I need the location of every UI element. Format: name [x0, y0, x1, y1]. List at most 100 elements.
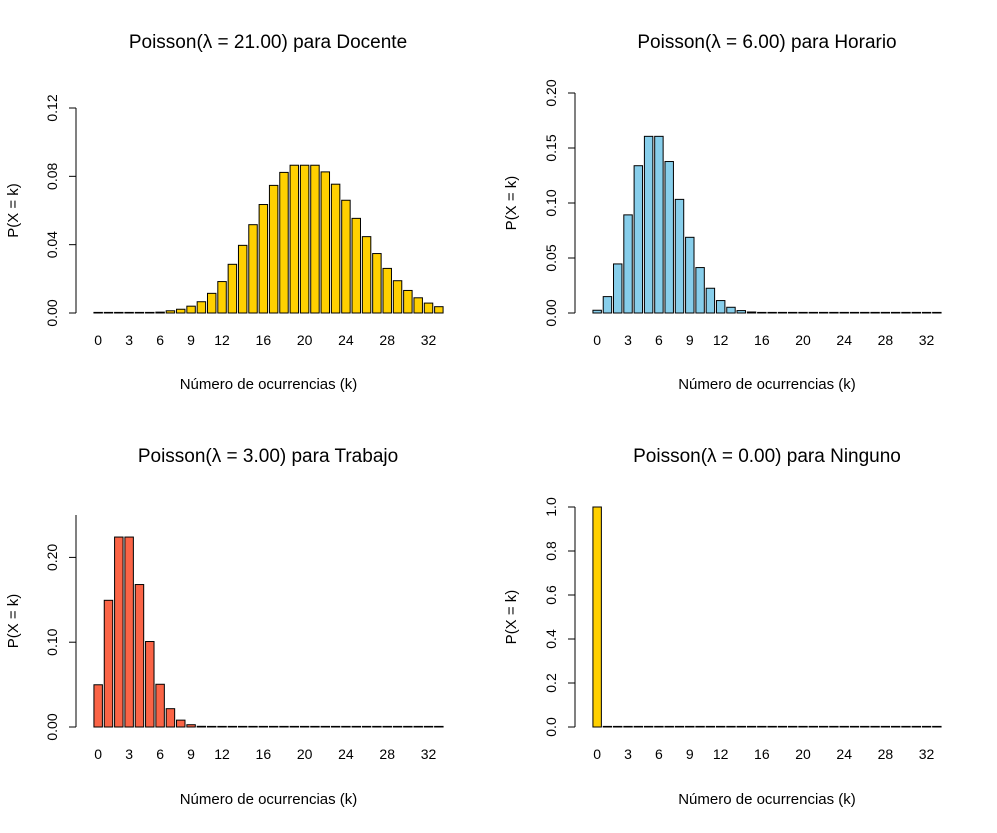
bar-k-20	[798, 725, 808, 728]
bar-k-18	[777, 311, 788, 314]
x-tick-label: 3	[125, 332, 133, 348]
bar-k-12	[217, 725, 227, 728]
y-tick-label: 0.12	[44, 94, 60, 121]
bar-k-22	[818, 725, 829, 728]
bar-k-8	[176, 719, 186, 728]
bar-k-12	[715, 300, 726, 314]
bar-k-32	[921, 311, 932, 314]
bar-k-23	[330, 183, 341, 314]
bar-k-6	[654, 725, 664, 728]
y-tick-label: 0.20	[44, 544, 60, 571]
chart-title: Poisson(λ = 21.00) para Docente	[129, 32, 407, 53]
bar-k-29	[890, 725, 901, 728]
bar-k-9	[186, 724, 196, 728]
bar-k-32	[423, 302, 434, 314]
y-tick-label: 0.04	[44, 231, 60, 258]
bar-k-7	[664, 725, 674, 728]
x-tick-label: 28	[878, 332, 894, 348]
bar-k-9	[685, 236, 695, 314]
bar-k-12	[217, 281, 227, 314]
y-tick-label: 0.20	[543, 79, 559, 106]
bar-k-13	[227, 725, 238, 728]
bar-k-27	[372, 253, 382, 314]
bar-k-17	[767, 311, 777, 314]
bar-k-23	[829, 725, 839, 728]
x-tick-label: 0	[593, 746, 601, 762]
chart-title: Poisson(λ = 6.00) para Horario	[637, 32, 896, 53]
bar-k-10	[196, 301, 207, 314]
bar-k-10	[196, 725, 207, 728]
bar-k-30	[901, 725, 911, 728]
bar-k-3	[623, 214, 633, 314]
bar-k-1	[103, 599, 114, 728]
x-tick-label: 12	[713, 746, 729, 762]
bar-k-18	[777, 725, 788, 728]
bar-k-14	[237, 244, 248, 314]
x-tick-label: 20	[795, 746, 811, 762]
bar-k-4	[633, 725, 644, 728]
bar-k-15	[746, 311, 757, 314]
bar-k-5	[643, 725, 654, 728]
bar-k-13	[726, 725, 736, 728]
bar-k-7	[165, 708, 176, 728]
bar-k-25	[351, 217, 361, 314]
bar-k-26	[361, 236, 372, 314]
y-axis-label: P(X = k)	[503, 176, 520, 231]
y-tick-label: 0.00	[44, 713, 60, 740]
bar-k-22	[320, 725, 331, 728]
bar-k-30	[901, 311, 911, 314]
bar-k-21	[310, 164, 320, 314]
bar-k-17	[268, 184, 279, 314]
bar-k-25	[849, 311, 860, 314]
bar-k-21	[310, 725, 320, 728]
bar-k-29	[392, 280, 403, 314]
bar-k-14	[736, 310, 746, 314]
bar-k-15	[248, 725, 258, 728]
x-axis-label: Número de ocurrencias (k)	[678, 791, 856, 808]
x-tick-label: 3	[125, 746, 133, 762]
bar-k-5	[145, 641, 155, 728]
bar-k-27	[372, 725, 382, 728]
bar-k-3	[623, 725, 633, 728]
bar-k-4	[134, 584, 145, 728]
x-tick-label: 28	[878, 746, 894, 762]
bar-k-27	[870, 311, 880, 314]
bar-k-0	[592, 309, 602, 314]
bar-k-18	[279, 171, 289, 314]
bar-k-13	[227, 263, 238, 314]
bar-k-32	[921, 725, 932, 728]
x-tick-label: 16	[256, 746, 272, 762]
bar-k-19	[289, 164, 300, 314]
bar-k-30	[403, 289, 413, 314]
bar-k-0	[93, 311, 103, 314]
bar-k-28	[382, 725, 392, 728]
x-tick-label: 0	[593, 332, 601, 348]
x-axis-label: Número de ocurrencias (k)	[678, 376, 856, 393]
bar-k-29	[392, 725, 403, 728]
bar-k-2	[613, 725, 623, 728]
bar-k-8	[176, 308, 186, 314]
bar-k-8	[674, 725, 685, 728]
y-tick-label: 0.15	[543, 134, 559, 161]
bar-k-7	[165, 310, 176, 314]
bar-k-0	[592, 506, 602, 728]
bar-k-23	[330, 725, 341, 728]
bar-k-22	[818, 311, 829, 314]
x-tick-label: 16	[256, 332, 272, 348]
x-tick-label: 32	[919, 746, 935, 762]
bar-k-33	[434, 725, 444, 728]
bar-k-32	[423, 725, 434, 728]
bar-k-5	[145, 311, 155, 314]
bar-k-6	[654, 135, 664, 314]
bar-k-33	[434, 306, 444, 314]
x-tick-label: 24	[338, 332, 354, 348]
chart-panel-4: Poisson(λ = 0.00) para Ninguno 0 3 6 9 12 16 20…	[503, 446, 942, 808]
bar-k-8	[674, 198, 685, 314]
bar-k-19	[788, 725, 798, 728]
y-tick-label: 0.6	[543, 585, 559, 605]
bar-k-16	[757, 311, 767, 314]
bar-k-2	[114, 311, 124, 314]
chart-title: Poisson(λ = 0.00) para Ninguno	[633, 446, 901, 467]
y-axis-label: P(X = k)	[503, 590, 520, 645]
bar-k-20	[299, 164, 310, 314]
